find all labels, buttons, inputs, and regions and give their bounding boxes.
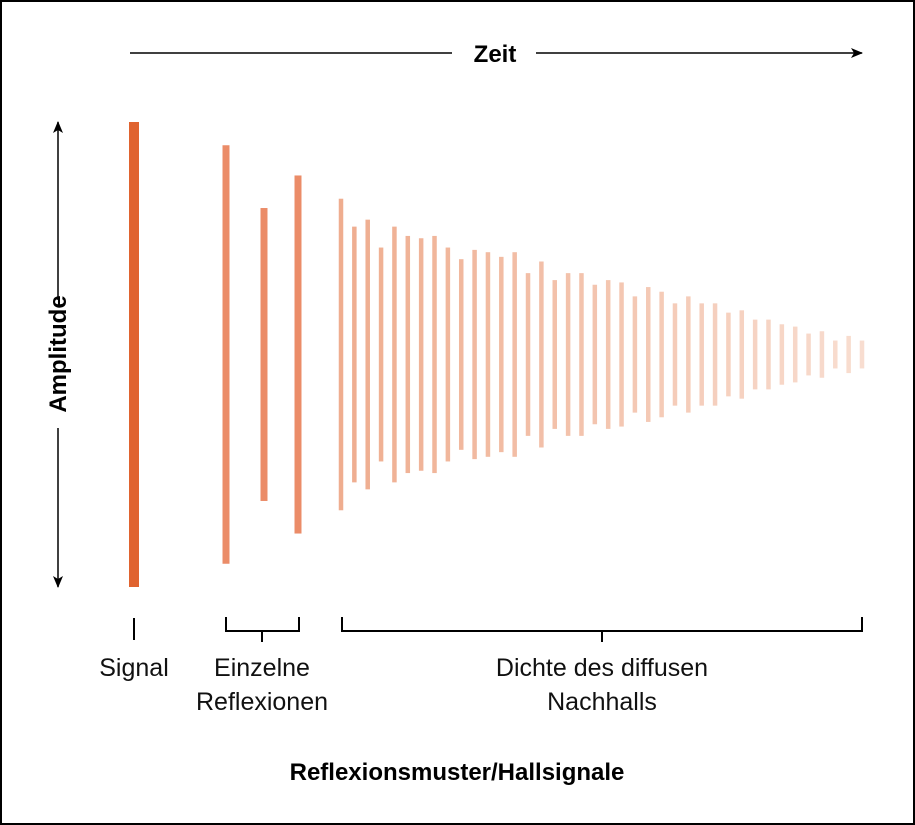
diffuse-bar xyxy=(392,226,397,483)
diffuse-bar xyxy=(699,303,704,406)
diffuse-bar xyxy=(792,326,798,383)
diffuse-bar xyxy=(766,319,771,390)
diffuse-bar xyxy=(619,282,624,427)
diffuse-bar xyxy=(365,219,370,490)
diffuse-bar xyxy=(726,312,731,397)
diffuse-bar xyxy=(485,252,491,457)
diffuse-bar xyxy=(819,331,825,378)
diffuse-bar xyxy=(552,280,557,429)
reflection-bar xyxy=(222,145,230,564)
diffuse-bar xyxy=(432,235,437,474)
diffuse-bar xyxy=(458,259,464,450)
diffuse-bar xyxy=(472,249,477,460)
diffuse-bar xyxy=(672,303,678,406)
diffuse-bar xyxy=(405,235,411,474)
diffuse-bar xyxy=(859,340,865,369)
diffuse-bar xyxy=(378,247,384,462)
diffuse-label-1: Dichte des diffusen xyxy=(496,654,708,682)
diffuse-bar xyxy=(512,252,517,457)
impulse-bars xyxy=(129,122,865,587)
diffuse-bar xyxy=(686,296,691,413)
reflection-bar xyxy=(294,175,302,534)
reflection-bar xyxy=(260,208,268,501)
diffuse-bar xyxy=(779,324,785,385)
reflections-bracket xyxy=(225,617,300,642)
diffuse-bar xyxy=(806,333,811,376)
reflections-label-2: Reflexionen xyxy=(196,688,328,716)
diffuse-bar xyxy=(646,287,651,422)
diffuse-bar xyxy=(592,284,598,425)
signal-bar xyxy=(129,122,139,587)
amplitude-label: Amplitude xyxy=(45,295,72,412)
diffuse-bar xyxy=(752,319,758,390)
diffuse-bar xyxy=(712,303,718,406)
diffuse-bar xyxy=(739,310,745,399)
diffuse-bar xyxy=(846,335,851,374)
diffuse-bar xyxy=(418,238,424,471)
diffuse-bar xyxy=(833,340,838,369)
diffuse-label-2: Nachhalls xyxy=(547,688,657,716)
diffuse-bar xyxy=(565,273,571,436)
diffuse-bar xyxy=(539,261,544,448)
signal-label: Signal xyxy=(99,654,169,682)
diffuse-bar xyxy=(499,256,504,453)
diffuse-bar xyxy=(352,226,357,483)
diffuse-bar xyxy=(579,273,584,436)
diffuse-bar xyxy=(445,247,451,462)
reflections-label-1: Einzelne xyxy=(214,654,310,682)
caption: Reflexionsmuster/Hallsignale xyxy=(290,759,625,786)
diffuse-bracket xyxy=(341,617,863,642)
diffuse-bar xyxy=(525,273,531,436)
diffuse-bar xyxy=(605,280,611,429)
time-label: Zeit xyxy=(474,41,517,68)
diffuse-bar xyxy=(632,296,638,413)
diffuse-bar xyxy=(659,291,664,418)
diffuse-bar xyxy=(338,198,344,511)
